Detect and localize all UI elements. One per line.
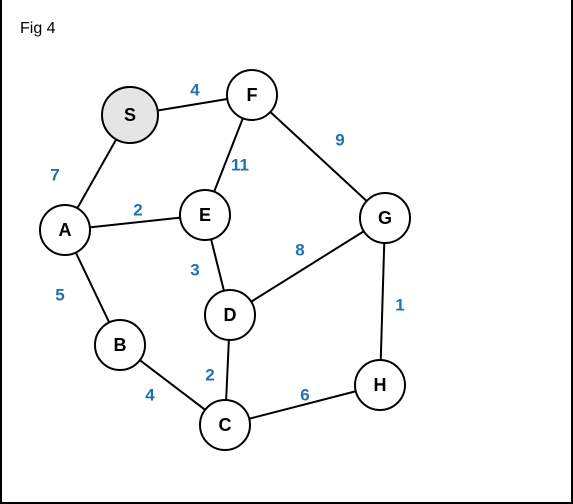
graph-edge	[211, 239, 224, 290]
edge-weight-label: 11	[231, 156, 249, 175]
graph-edge	[76, 253, 109, 323]
node-label: E	[199, 205, 211, 225]
node-label: S	[124, 105, 136, 125]
node-label: H	[374, 375, 387, 395]
edge-weight-label: 2	[205, 366, 214, 385]
graph-edge	[270, 112, 366, 201]
edge-weight-label: 3	[190, 261, 199, 280]
edge-weight-label: 4	[190, 81, 200, 100]
node-label: B	[114, 335, 127, 355]
edge-weight-label: 6	[300, 386, 309, 405]
node-label: G	[378, 208, 392, 228]
node-label: A	[59, 220, 72, 240]
graph-edge	[77, 139, 116, 208]
edge-weight-label: 2	[133, 201, 142, 220]
edge-weight-label: 7	[50, 166, 59, 185]
edge-weight-label: 5	[55, 286, 64, 305]
node-label: D	[224, 305, 237, 325]
edge-weight-label: 1	[395, 296, 404, 315]
graph-edge	[251, 231, 364, 301]
node-label: F	[247, 85, 258, 105]
edge-weight-label: 8	[295, 241, 304, 260]
edge-weight-label: 4	[145, 386, 155, 405]
graph-edge	[158, 99, 228, 110]
graph-edge	[381, 243, 385, 360]
graph-canvas: 4 7 2 11 9 5 3 8 1 4 2 6 S F A E G D B H C	[0, 0, 573, 504]
graph-edge	[226, 340, 229, 400]
edge-weight-label: 9	[335, 131, 344, 150]
node-label: C	[219, 415, 232, 435]
